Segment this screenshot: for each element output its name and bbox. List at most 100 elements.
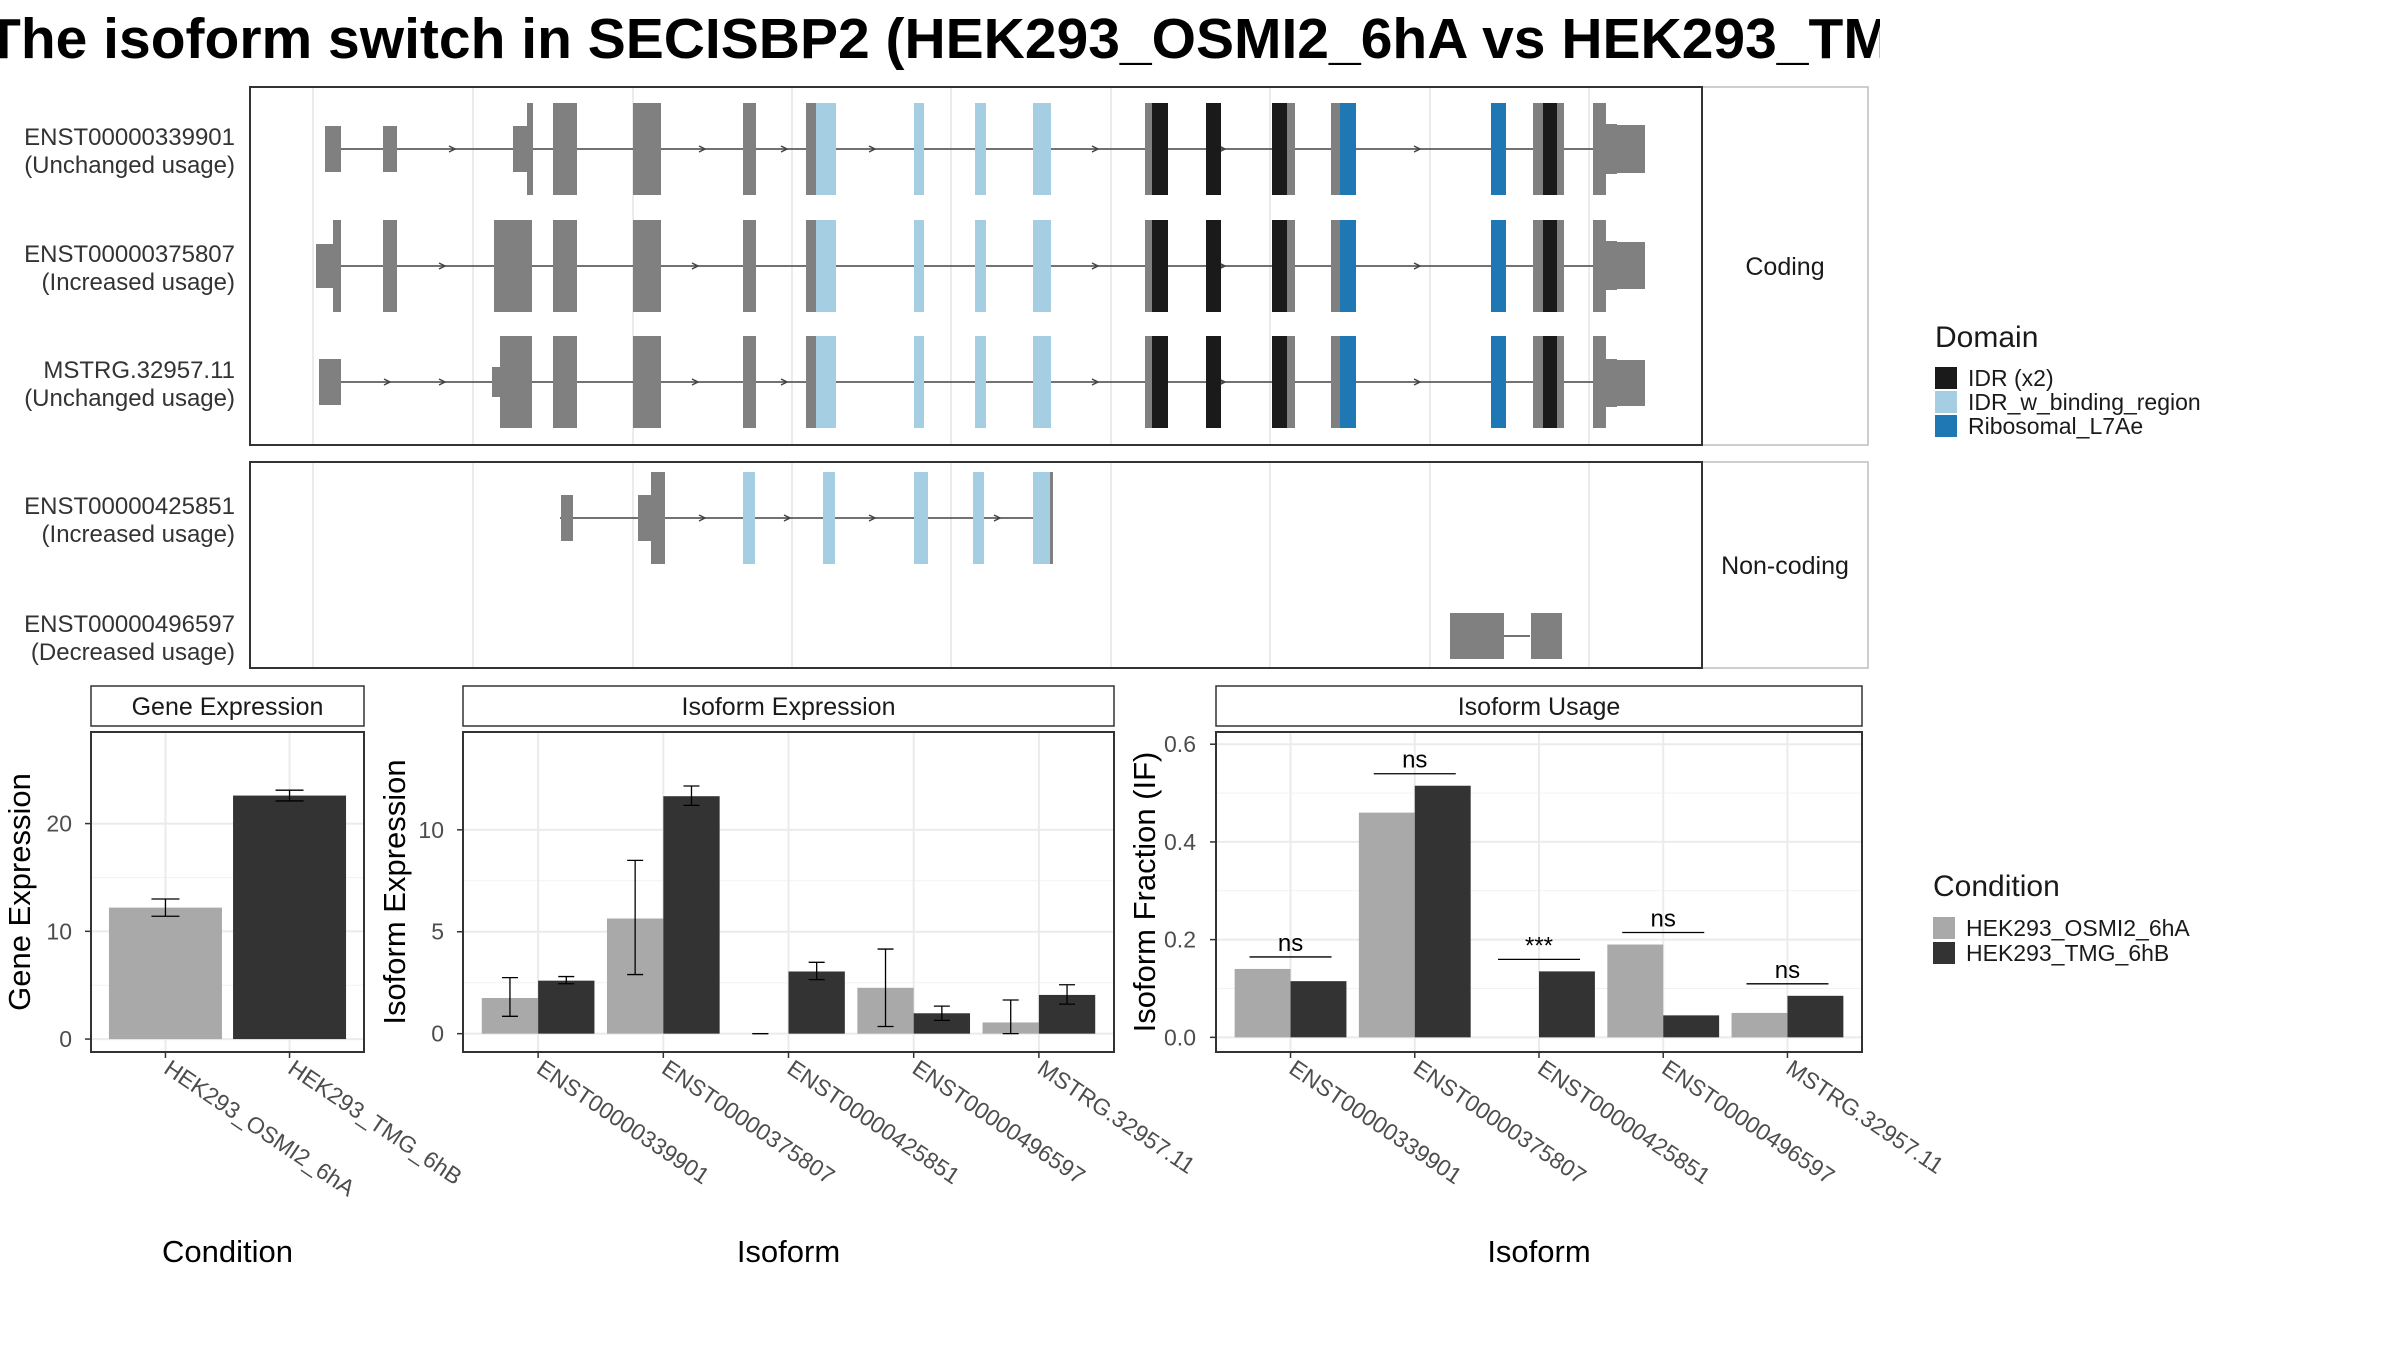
exon-block [1050,472,1053,564]
chart-title: The isoform switch in SECISBP2 (HEK293_O… [0,7,1880,71]
exon-block [1543,336,1557,428]
exon-block [1557,220,1564,312]
exon-block [1287,220,1295,312]
intron-arrow [1091,262,1100,270]
bar [1607,944,1664,1038]
intron-arrow [1413,145,1422,153]
exon-block [1206,336,1221,428]
bar [1414,785,1471,1038]
exon-block [553,336,577,428]
exon-block [1543,220,1557,312]
y-tick-label: 5 [431,919,444,945]
structure-panel-border [249,86,1703,446]
domain-legend-label: Ribosomal_L7Ae [1968,413,2143,439]
utr-exon [1597,124,1645,174]
exon-block [638,495,652,541]
y-tick-label: 0.2 [1164,927,1196,953]
transcript-usage: (Decreased usage) [31,639,235,666]
y-tick-label: 0 [59,1026,72,1052]
x-axis-title: Isoform [1487,1234,1590,1269]
y-tick-label: 0.6 [1164,731,1196,757]
exon-block [914,103,924,195]
panel-strip [1215,685,1863,727]
exon-block [1287,103,1295,195]
group-strip [1701,461,1869,669]
bar [1290,981,1347,1038]
bar [788,971,845,1034]
y-tick-label: 10 [46,918,72,944]
exon-block [1543,103,1557,195]
intron-arrow [698,145,707,153]
domain-legend-label: IDR_w_binding_region [1968,389,2201,415]
significance-label: ns [1278,930,1303,957]
bar [233,795,347,1040]
exon-block [816,220,836,312]
exon-block [527,103,533,195]
exon-block [1340,103,1356,195]
transcript-usage: (Increased usage) [42,269,235,296]
panel-strip [462,685,1115,727]
exon-block [651,472,665,564]
significance-label: ns [1775,957,1800,984]
intron-arrow [868,145,877,153]
transcript-id: ENST00000425851 [24,493,235,520]
exon-block [816,336,836,428]
exon-block [914,472,928,564]
transcript-usage: (Unchanged usage) [24,385,235,412]
panel-title: Isoform Expression [682,693,896,721]
exon-block [743,103,756,195]
utr-exon [1597,359,1645,407]
intron-arrow [448,145,457,153]
bar [1663,1015,1720,1038]
panel-strip [90,685,365,727]
exon-block [1491,103,1506,195]
transcript-usage: (Increased usage) [42,521,235,548]
transcript-id: ENST00000375807 [24,241,235,268]
y-tick-label: 20 [46,811,72,837]
exon-block [383,126,397,172]
exon-block [633,336,661,428]
exon-block [1145,336,1153,428]
y-axis-title: Isoform Fraction (IF) [1127,752,1162,1033]
exon-block [1331,220,1341,312]
domain-legend-key [1935,391,1957,413]
transcript-id: ENST00000339901 [24,124,235,151]
exon-block [319,359,341,405]
exon-block [1491,336,1506,428]
bar [1787,995,1844,1038]
exon-block [806,336,818,428]
y-tick-label: 10 [418,817,444,843]
utr-exon [1597,241,1645,290]
exon-block [633,103,661,195]
y-axis-title: Isoform Expression [377,759,412,1024]
exon-block [823,472,835,564]
exon-block [325,126,341,172]
exon-block [975,220,986,312]
exon-block [1533,220,1543,312]
exon-block [1533,103,1543,195]
y-tick-label: 0 [431,1021,444,1047]
group-label: Coding [1745,253,1824,281]
intron-arrow [438,378,447,386]
exon-block [743,220,756,312]
group-label: Non-coding [1721,552,1849,580]
x-axis-title: Condition [162,1234,293,1269]
bar [108,907,222,1040]
bar [1358,812,1415,1038]
intron-arrow [1091,378,1100,386]
exon-block [1557,336,1564,428]
exon-block [1272,336,1287,428]
exon-block [1152,220,1168,312]
exon-block [1033,103,1051,195]
exon-block [1145,103,1153,195]
exon-block [1033,336,1051,428]
exon-block [1206,220,1221,312]
exon-block [1272,220,1287,312]
exon-block [1557,103,1564,195]
intron-arrow [438,262,447,270]
utr-exon [316,220,341,312]
exon-block [513,126,529,172]
title-container: The isoform switch in SECISBP2 (HEK293_O… [0,0,1880,90]
intron-arrow [1413,262,1422,270]
